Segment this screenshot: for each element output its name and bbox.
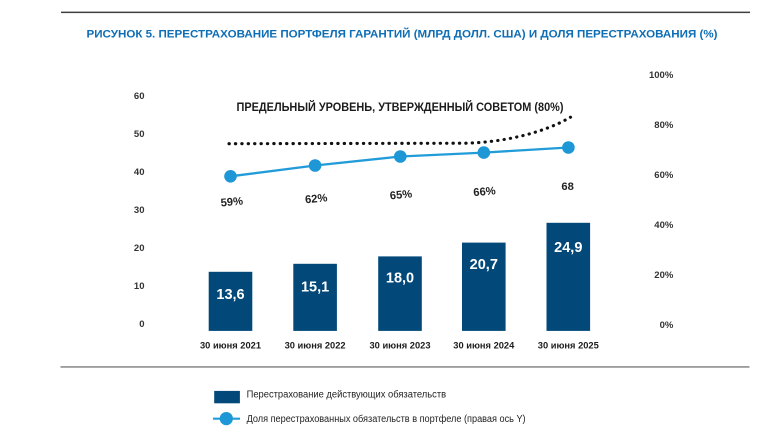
svg-text:0: 0 bbox=[139, 319, 144, 330]
svg-text:30 июня 2021: 30 июня 2021 bbox=[200, 341, 261, 351]
svg-text:30: 30 bbox=[134, 205, 145, 216]
svg-text:59%: 59% bbox=[220, 196, 243, 210]
svg-text:13,6: 13,6 bbox=[216, 287, 244, 303]
svg-text:18,0: 18,0 bbox=[386, 270, 414, 286]
svg-text:68: 68 bbox=[561, 181, 573, 193]
svg-text:ПРЕДЕЛЬНЫЙ УРОВЕНЬ, УТВЕРЖДЕНН: ПРЕДЕЛЬНЫЙ УРОВЕНЬ, УТВЕРЖДЕННЫЙ СОВЕТОМ… bbox=[237, 101, 564, 114]
svg-text:30 июня 2022: 30 июня 2022 bbox=[285, 341, 346, 351]
svg-text:30 июня 2023: 30 июня 2023 bbox=[370, 341, 431, 351]
svg-text:Перестрахование действующих об: Перестрахование действующих обязательств bbox=[247, 389, 447, 400]
svg-text:РИСУНОК 5. ПЕРЕСТРАХОВАНИЕ ПОР: РИСУНОК 5. ПЕРЕСТРАХОВАНИЕ ПОРТФЕЛЯ ГАРА… bbox=[87, 28, 718, 41]
svg-text:30 июня 2024: 30 июня 2024 bbox=[453, 341, 515, 351]
svg-text:0%: 0% bbox=[660, 320, 674, 331]
svg-text:40: 40 bbox=[134, 167, 145, 178]
svg-text:100%: 100% bbox=[649, 70, 674, 81]
svg-text:66%: 66% bbox=[473, 185, 496, 199]
svg-text:20%: 20% bbox=[654, 270, 674, 281]
svg-text:24,9: 24,9 bbox=[554, 240, 582, 256]
svg-text:50: 50 bbox=[134, 129, 145, 140]
svg-text:Доля перестрахованных обязател: Доля перестрахованных обязательств в пор… bbox=[247, 414, 526, 425]
svg-text:62%: 62% bbox=[305, 192, 328, 206]
svg-text:10: 10 bbox=[134, 281, 145, 292]
svg-text:60%: 60% bbox=[654, 170, 674, 181]
svg-text:40%: 40% bbox=[654, 220, 674, 231]
svg-text:60: 60 bbox=[134, 91, 145, 102]
svg-text:65%: 65% bbox=[389, 188, 412, 202]
svg-text:30 июня 2025: 30 июня 2025 bbox=[538, 341, 599, 351]
svg-text:80%: 80% bbox=[654, 120, 674, 131]
svg-text:20: 20 bbox=[134, 243, 145, 254]
svg-text:15,1: 15,1 bbox=[301, 279, 329, 295]
svg-text:20,7: 20,7 bbox=[470, 257, 498, 273]
